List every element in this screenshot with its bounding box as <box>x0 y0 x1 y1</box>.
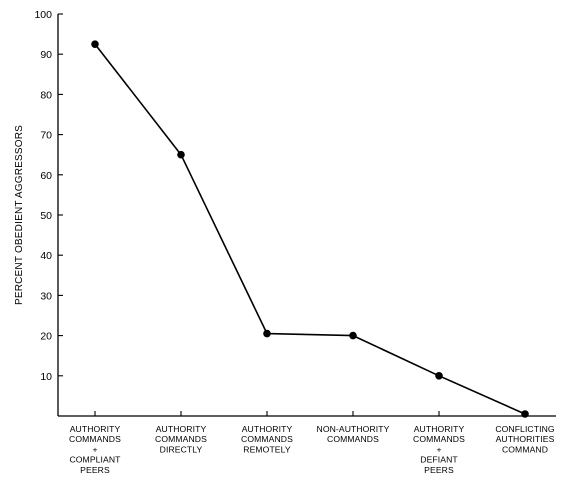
x-category-label-line: PEERS <box>80 465 110 475</box>
x-category-label-line: REMOTELY <box>243 444 291 454</box>
axes <box>57 14 556 417</box>
x-category-label-line: COMMANDS <box>413 434 465 444</box>
y-tick-label: 70 <box>40 130 52 142</box>
x-category-label: AUTHORITY COMMANDS REMOTELY <box>241 424 293 454</box>
x-category-label: AUTHORITY COMMANDS + COMPLIANT PEERS <box>69 424 121 475</box>
y-tick-label: 80 <box>40 89 52 101</box>
y-tick-label: 10 <box>40 371 52 383</box>
y-tick-label: 100 <box>34 9 52 21</box>
x-category-label-line: CONFLICTING <box>495 424 555 434</box>
x-category-labels: AUTHORITY COMMANDS + COMPLIANT PEERSAUTHORIT… <box>69 424 555 475</box>
x-category-label: AUTHORITY COMMANDS + DEFIANT PEERS <box>413 424 465 475</box>
x-category-label-line: AUTHORITY <box>414 424 465 434</box>
x-category-label-line: COMPLIANT <box>69 455 121 465</box>
x-category-label-line: AUTHORITY <box>242 424 293 434</box>
y-tick-label: 20 <box>40 331 52 343</box>
x-category-label-line: + <box>92 444 97 454</box>
x-category-label: AUTHORITY COMMANDS DIRECTLY <box>155 424 207 454</box>
y-ticks: 10 20 30 40 50 60 70 80 90 100 <box>34 9 63 383</box>
data-point <box>263 329 271 338</box>
y-tick-label: 60 <box>40 170 52 182</box>
data-points <box>91 40 529 418</box>
x-category-label: CONFLICTING AUTHORITIES COMMAND <box>495 424 555 454</box>
y-tick-label: 30 <box>40 290 52 302</box>
y-tick-label: 50 <box>40 210 52 222</box>
x-category-label-line: AUTHORITY <box>70 424 121 434</box>
data-point <box>349 331 357 340</box>
x-category-label-line: COMMAND <box>502 444 548 454</box>
x-category-label-line: COMMANDS <box>327 434 379 444</box>
x-category-label: NON-AUTHORITY COMMANDS <box>317 424 390 444</box>
x-category-label-line: NON-AUTHORITY <box>317 424 390 434</box>
y-tick-label: 90 <box>40 49 52 61</box>
x-ticks <box>94 411 526 416</box>
x-category-label-line: COMMANDS <box>155 434 207 444</box>
x-category-label-line: PEERS <box>424 465 454 475</box>
x-category-label-line: COMMANDS <box>69 434 121 444</box>
data-point <box>91 40 99 48</box>
y-tick-label: 40 <box>40 250 52 262</box>
x-category-label-line: AUTHORITY <box>156 424 207 434</box>
series-line <box>94 43 526 415</box>
data-point <box>435 372 443 380</box>
x-category-label-line: DEFIANT <box>420 455 458 465</box>
y-axis-title: PERCENT OBEDIENT AGGRESSORS <box>14 125 25 305</box>
x-category-label-line: + <box>436 444 441 454</box>
data-point <box>177 150 185 159</box>
x-category-label-line: DIRECTLY <box>160 444 203 454</box>
data-point <box>521 410 529 418</box>
x-category-label-line: AUTHORITIES <box>496 434 555 444</box>
x-category-label-line: COMMANDS <box>241 434 293 444</box>
